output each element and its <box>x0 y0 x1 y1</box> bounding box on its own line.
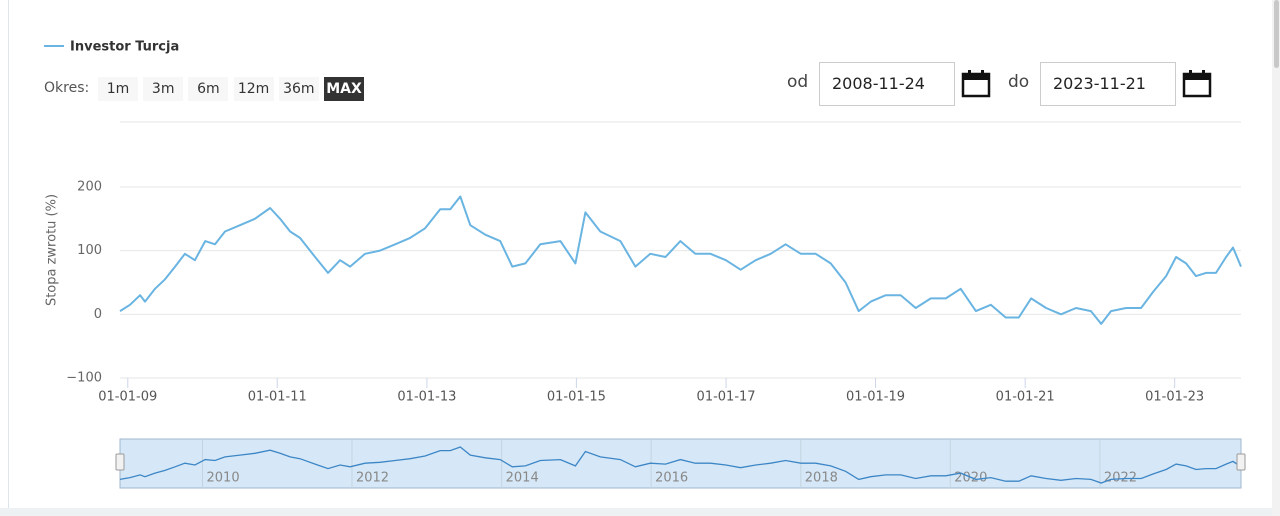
navigator-tick-label: 2016 <box>655 471 688 486</box>
scroll-thumb <box>1274 0 1279 68</box>
y-tick-label: 200 <box>77 179 102 194</box>
calendar-icon[interactable] <box>1182 70 1212 98</box>
navigator-line <box>119 446 1242 484</box>
legend-label[interactable]: Investor Turcja <box>70 40 179 55</box>
from-label: od <box>787 72 809 92</box>
x-tick-label: 01-01-15 <box>547 390 606 405</box>
series-line <box>119 195 1242 325</box>
x-tick-label: 01-01-17 <box>697 390 756 405</box>
navigator-tick-label: 2018 <box>805 471 838 486</box>
y-tick-label: 100 <box>77 243 102 258</box>
x-tick-label: 01-01-11 <box>248 390 307 405</box>
scrollbar <box>1272 0 1280 516</box>
range-button[interactable]: 36m <box>278 77 319 101</box>
y-tick-label: −100 <box>66 371 102 386</box>
range-button[interactable]: 6m <box>188 77 229 101</box>
y-tick-label: 0 <box>94 307 102 322</box>
x-tick-label: 01-01-19 <box>846 390 905 405</box>
range-label: Okres: <box>44 80 90 96</box>
navigator-tick-label: 2014 <box>506 471 539 486</box>
x-tick-label: 01-01-09 <box>98 390 157 405</box>
range-button[interactable]: 3m <box>143 77 184 101</box>
range-button[interactable]: 1m <box>98 77 138 101</box>
navigator-tick-label: 2010 <box>207 471 240 486</box>
from-date-input[interactable]: 2008-11-24 <box>819 62 955 106</box>
to-date-input[interactable]: 2023-11-21 <box>1040 62 1176 106</box>
x-tick-label: 01-01-21 <box>996 390 1055 405</box>
calendar-icon[interactable] <box>961 70 991 98</box>
x-tick-label: 01-01-23 <box>1145 390 1204 405</box>
to-label: do <box>1008 72 1030 92</box>
navigator-tick-label: 2012 <box>356 471 389 486</box>
range-button[interactable]: MAX <box>324 77 364 101</box>
navigator-handle[interactable] <box>115 453 125 471</box>
x-tick-label: 01-01-13 <box>397 390 456 405</box>
frame-border <box>8 0 9 516</box>
navigator-handle[interactable] <box>1236 453 1246 471</box>
range-button[interactable]: 12m <box>233 77 274 101</box>
navigator-tick-label: 2022 <box>1104 471 1137 486</box>
y-axis-title: Stopa zwrotu (%) <box>45 194 60 306</box>
frame-bottom <box>0 508 1280 516</box>
